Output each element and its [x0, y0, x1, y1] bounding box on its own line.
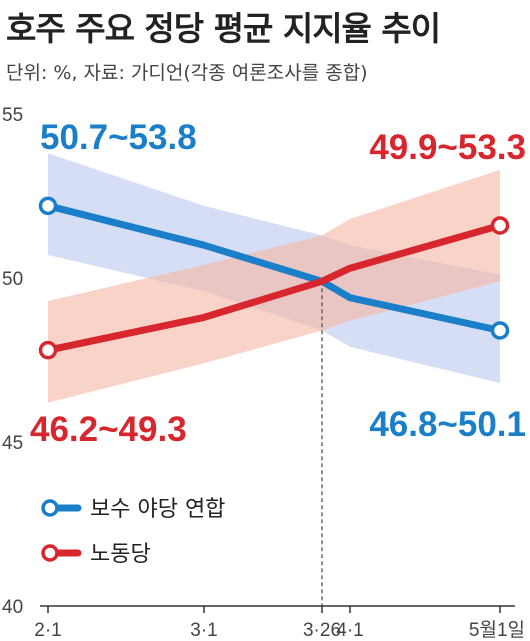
y-tick-label: 55 — [2, 105, 23, 126]
y-axis: 40 45 50 55 — [2, 105, 23, 618]
legend-swatch-marker — [41, 544, 59, 562]
y-tick-label: 40 — [2, 597, 23, 618]
range-label: 50.7~53.8 — [40, 118, 197, 157]
y-tick-label: 45 — [2, 433, 23, 454]
legend-entry: 보수 야당 연합 — [90, 497, 225, 522]
x-tick-label: 3·26 — [303, 620, 341, 641]
series-point-1 — [490, 216, 510, 235]
band-1 — [48, 169, 500, 403]
range-label: 46.2~49.3 — [30, 410, 187, 449]
x-tick-label: 5월1일 — [469, 619, 525, 641]
legend-entry: 노동당 — [90, 542, 151, 567]
x-tick-label: 2·1 — [34, 620, 61, 641]
series-point-0 — [38, 196, 58, 216]
legend-swatch-marker — [41, 499, 59, 517]
x-axis: 2·1 3·1 3·264·1 5월1일 — [34, 605, 525, 641]
range-label: 49.9~53.3 — [369, 128, 526, 167]
confidence-bands — [48, 153, 500, 403]
range-label: 46.8~50.1 — [369, 405, 526, 444]
x-tick-label: 4·1 — [336, 620, 363, 641]
chart-subtitle: 단위: %, 자료: 가디언(각종 여론조사를 종합) — [6, 62, 368, 84]
chart-title: 호주 주요 정당 평균 지지율 추이 — [6, 9, 441, 48]
y-tick-label: 50 — [2, 269, 23, 290]
series-line-1 — [44, 222, 504, 354]
x-tick-label: 3·1 — [190, 620, 217, 641]
series-point-1 — [38, 340, 58, 360]
range-labels: 50.7~53.8 49.9~53.3 46.2~49.3 46.8~50.1 — [30, 118, 526, 449]
series-point-0 — [490, 321, 510, 340]
series-lines — [38, 196, 510, 360]
